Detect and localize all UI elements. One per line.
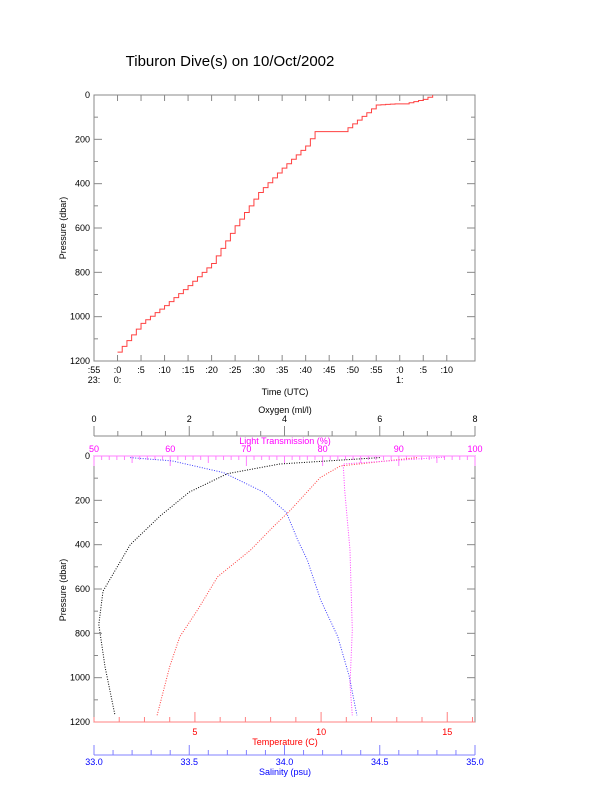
pressure-time-plot: 020040060080010001200:5523::00::5:10:15:… bbox=[70, 90, 476, 385]
x-tick-label: :5 bbox=[137, 365, 145, 375]
salinity-tick-label: 34.5 bbox=[371, 757, 389, 767]
oxygen-tick-label: 0 bbox=[91, 414, 96, 424]
light-transmission-tick-label: 60 bbox=[165, 444, 175, 454]
y-tick-label: 1200 bbox=[70, 356, 90, 366]
y-tick-label: 0 bbox=[85, 451, 90, 461]
light-transmission-tick-label: 70 bbox=[241, 444, 251, 454]
top-x-axis-label: Time (UTC) bbox=[262, 387, 309, 397]
oxygen-tick-label: 6 bbox=[377, 414, 382, 424]
temperature-tick-label: 15 bbox=[442, 727, 452, 737]
x-tick-label: :40 bbox=[299, 365, 312, 375]
x-tick-label: :5 bbox=[420, 365, 428, 375]
oxygen-profile-line bbox=[98, 457, 380, 716]
y-tick-label: 800 bbox=[75, 267, 90, 277]
oxygen-tick-label: 2 bbox=[187, 414, 192, 424]
y-tick-label: 1200 bbox=[70, 717, 90, 727]
light-transmission-tick-label: 100 bbox=[467, 444, 482, 454]
x-tick-label: :25 bbox=[229, 365, 242, 375]
y-tick-label: 400 bbox=[75, 179, 90, 189]
y-tick-label: 0 bbox=[85, 90, 90, 100]
oxygen-tick-label: 4 bbox=[282, 414, 287, 424]
top-y-axis-label: Pressure (dbar) bbox=[58, 197, 68, 260]
y-tick-label: 1000 bbox=[70, 673, 90, 683]
x-tick-label: :0 bbox=[114, 365, 122, 375]
y-tick-label: 200 bbox=[75, 134, 90, 144]
light-transmission-axis-label: Light Transmission (%) bbox=[239, 436, 331, 446]
bottom-y-axis-label: Pressure (dbar) bbox=[58, 559, 68, 622]
plot-frame bbox=[93, 94, 476, 362]
salinity-profile-line bbox=[130, 457, 358, 716]
chart-title: Tiburon Dive(s) on 10/Oct/2002 bbox=[126, 53, 335, 70]
salinity-tick-label: 33.5 bbox=[180, 757, 198, 767]
x-tick-label: :45 bbox=[323, 365, 336, 375]
x-tick-label: :55 bbox=[370, 365, 383, 375]
x-tick-label: :10 bbox=[158, 365, 171, 375]
x-tick-label: :0 bbox=[396, 365, 404, 375]
dive-track-line bbox=[117, 95, 434, 353]
x-tick-hour-label: 23: bbox=[88, 375, 101, 385]
x-tick-label: :10 bbox=[441, 365, 454, 375]
light-transmission-tick-label: 50 bbox=[89, 444, 99, 454]
oxygen-axis-label: Oxygen (ml/l) bbox=[258, 405, 312, 415]
x-tick-hour-label: 0: bbox=[114, 375, 122, 385]
salinity-tick-label: 33.0 bbox=[85, 757, 103, 767]
oxygen-tick-label: 8 bbox=[472, 414, 477, 424]
temperature-axis-label: Temperature (C) bbox=[252, 737, 318, 747]
y-tick-label: 600 bbox=[75, 223, 90, 233]
temperature-tick-label: 5 bbox=[192, 727, 197, 737]
light-transmission-tick-label: 80 bbox=[318, 444, 328, 454]
x-tick-label: :55 bbox=[88, 365, 101, 375]
x-tick-label: :15 bbox=[182, 365, 195, 375]
y-tick-label: 800 bbox=[75, 628, 90, 638]
x-tick-hour-label: 1: bbox=[396, 375, 404, 385]
temperature-tick-label: 10 bbox=[316, 727, 326, 737]
y-tick-label: 600 bbox=[75, 584, 90, 594]
salinity-tick-label: 35.0 bbox=[466, 757, 484, 767]
x-tick-label: :35 bbox=[276, 365, 289, 375]
plot-frame bbox=[93, 455, 476, 723]
y-tick-label: 200 bbox=[75, 495, 90, 505]
temperature-profile-line bbox=[156, 457, 418, 716]
x-tick-label: :20 bbox=[205, 365, 218, 375]
salinity-tick-label: 34.0 bbox=[276, 757, 294, 767]
light-transmission-profile-line bbox=[342, 456, 445, 716]
salinity-axis-label: Salinity (psu) bbox=[259, 767, 311, 777]
x-tick-label: :50 bbox=[346, 365, 359, 375]
y-tick-label: 400 bbox=[75, 540, 90, 550]
light-transmission-tick-label: 90 bbox=[394, 444, 404, 454]
profile-plot: 0 200 400 600 800 1000 1200 0 2 4 6 8 50 60 70 80 90 100 5… bbox=[70, 414, 484, 767]
x-tick-label: :30 bbox=[252, 365, 265, 375]
y-tick-label: 1000 bbox=[70, 312, 90, 322]
